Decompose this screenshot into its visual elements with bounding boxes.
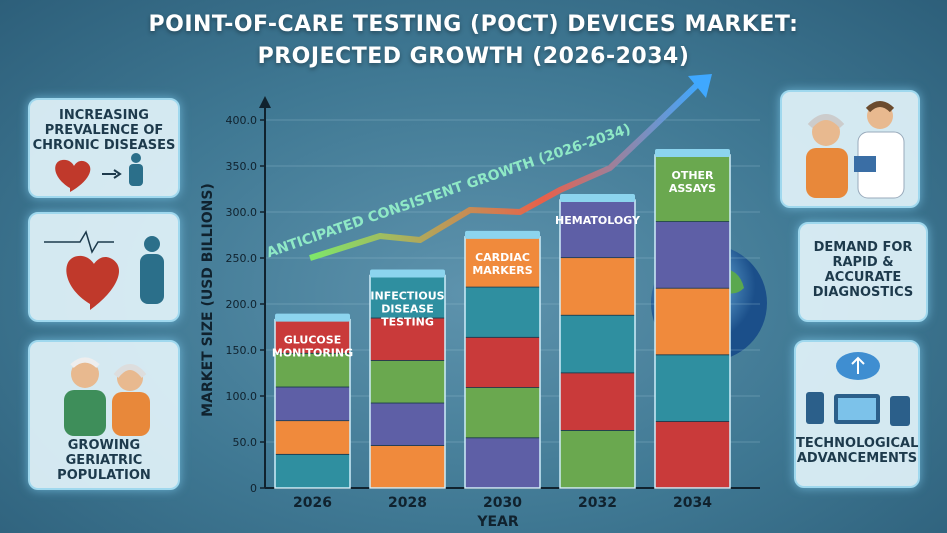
bar-2032: HEMATOLOGY [555, 194, 641, 489]
x-tick-label: 2034 [673, 495, 712, 511]
x-tick-label: 2028 [388, 495, 427, 511]
bar-segment [369, 360, 446, 404]
y-tick-label: 300.0 [226, 206, 258, 219]
bar-segment [464, 286, 541, 338]
geriatric-label: GROWING GERIATRIC POPULATION [57, 438, 151, 483]
tech-label: TECHNOLOGICAL ADVANCEMENTS [796, 436, 919, 466]
doctor-patient-icon [806, 101, 905, 199]
y-axis-arrowhead [259, 96, 271, 108]
bar-segment [654, 221, 731, 289]
bar-segment-label: INFECTIOUS [370, 289, 444, 302]
bar-segment-label: DISEASE [381, 302, 434, 315]
bar-segment [369, 402, 446, 446]
x-tick-label: 2030 [483, 495, 522, 511]
bar-segment [464, 437, 541, 489]
demand-card: DEMAND FOR RAPID & ACCURATE DIAGNOSTICS [798, 222, 928, 322]
bar-cap [465, 230, 540, 239]
bar-cap [370, 269, 445, 278]
elderly-couple-icon [64, 357, 150, 436]
heartbeat-icon [44, 230, 164, 310]
y-tick-label: 0 [250, 482, 257, 495]
bar-segment [559, 199, 636, 259]
bar-segment-label: HEMATOLOGY [555, 214, 641, 227]
x-axis-label: YEAR [476, 514, 519, 530]
bar-segment [274, 319, 351, 354]
devices-cloud-icon [806, 352, 910, 426]
bar-segment [464, 336, 541, 388]
y-tick-label: 350.0 [226, 160, 258, 173]
bar-segment [654, 420, 731, 489]
heart-person-card [28, 212, 180, 322]
y-tick-label: 400.0 [226, 114, 258, 127]
title-line-2: PROJECTED GROWTH (2026-2034) [257, 44, 690, 69]
bar-segment [654, 287, 731, 356]
bar-segment [464, 387, 541, 439]
x-tick-label: 2026 [293, 495, 332, 511]
bar-segment-label: OTHER [671, 169, 714, 182]
growth-arrow-head [688, 74, 712, 98]
bar-segment [559, 372, 636, 431]
bar-segment [654, 354, 731, 422]
y-tick-label: 150.0 [226, 344, 258, 357]
bar-segment-label: CARDIAC [475, 251, 530, 264]
bar-cap [560, 194, 635, 203]
bar-segment [274, 453, 351, 489]
bar-cap [655, 148, 730, 157]
y-axis-label: MARKET SIZE (USD BILLIONS) [200, 183, 216, 417]
y-tick-label: 200.0 [226, 298, 258, 311]
growth-arrow-line [309, 79, 703, 261]
bar-segment [654, 154, 731, 222]
y-tick-label: 250.0 [226, 252, 258, 265]
bar-segment-label: MARKERS [472, 264, 532, 277]
heart-person-icon [55, 153, 143, 192]
bar-segment-label: MONITORING [272, 347, 353, 360]
bar-segment [559, 430, 636, 489]
chronic-diseases-card: INCREASING PREVALENCE OF CHRONIC DISEASE… [28, 98, 180, 198]
doctor-patient-card [780, 90, 920, 208]
chronic-diseases-label: INCREASING PREVALENCE OF CHRONIC DISEASE… [32, 108, 176, 153]
bar-segment [559, 314, 636, 374]
bar-cap [275, 313, 350, 322]
bar-segment-label: GLUCOSE [284, 334, 341, 347]
bar-segment [559, 257, 636, 316]
bar-segment [274, 420, 351, 455]
y-tick-label: 50.0 [233, 436, 258, 449]
bar-segment [369, 445, 446, 489]
x-tick-label: 2032 [578, 495, 617, 511]
geriatric-card: GROWING GERIATRIC POPULATION [28, 340, 180, 490]
y-tick-label: 100.0 [226, 390, 258, 403]
bar-segment [274, 386, 351, 422]
bar-segment-label: ASSAYS [669, 182, 716, 195]
bar-segment-label: TESTING [381, 315, 434, 328]
demand-label: DEMAND FOR RAPID & ACCURATE DIAGNOSTICS [812, 240, 914, 300]
tech-card: TECHNOLOGICAL ADVANCEMENTS [794, 340, 920, 488]
title-line-1: POINT-OF-CARE TESTING (POCT) DEVICES MAR… [148, 12, 799, 37]
